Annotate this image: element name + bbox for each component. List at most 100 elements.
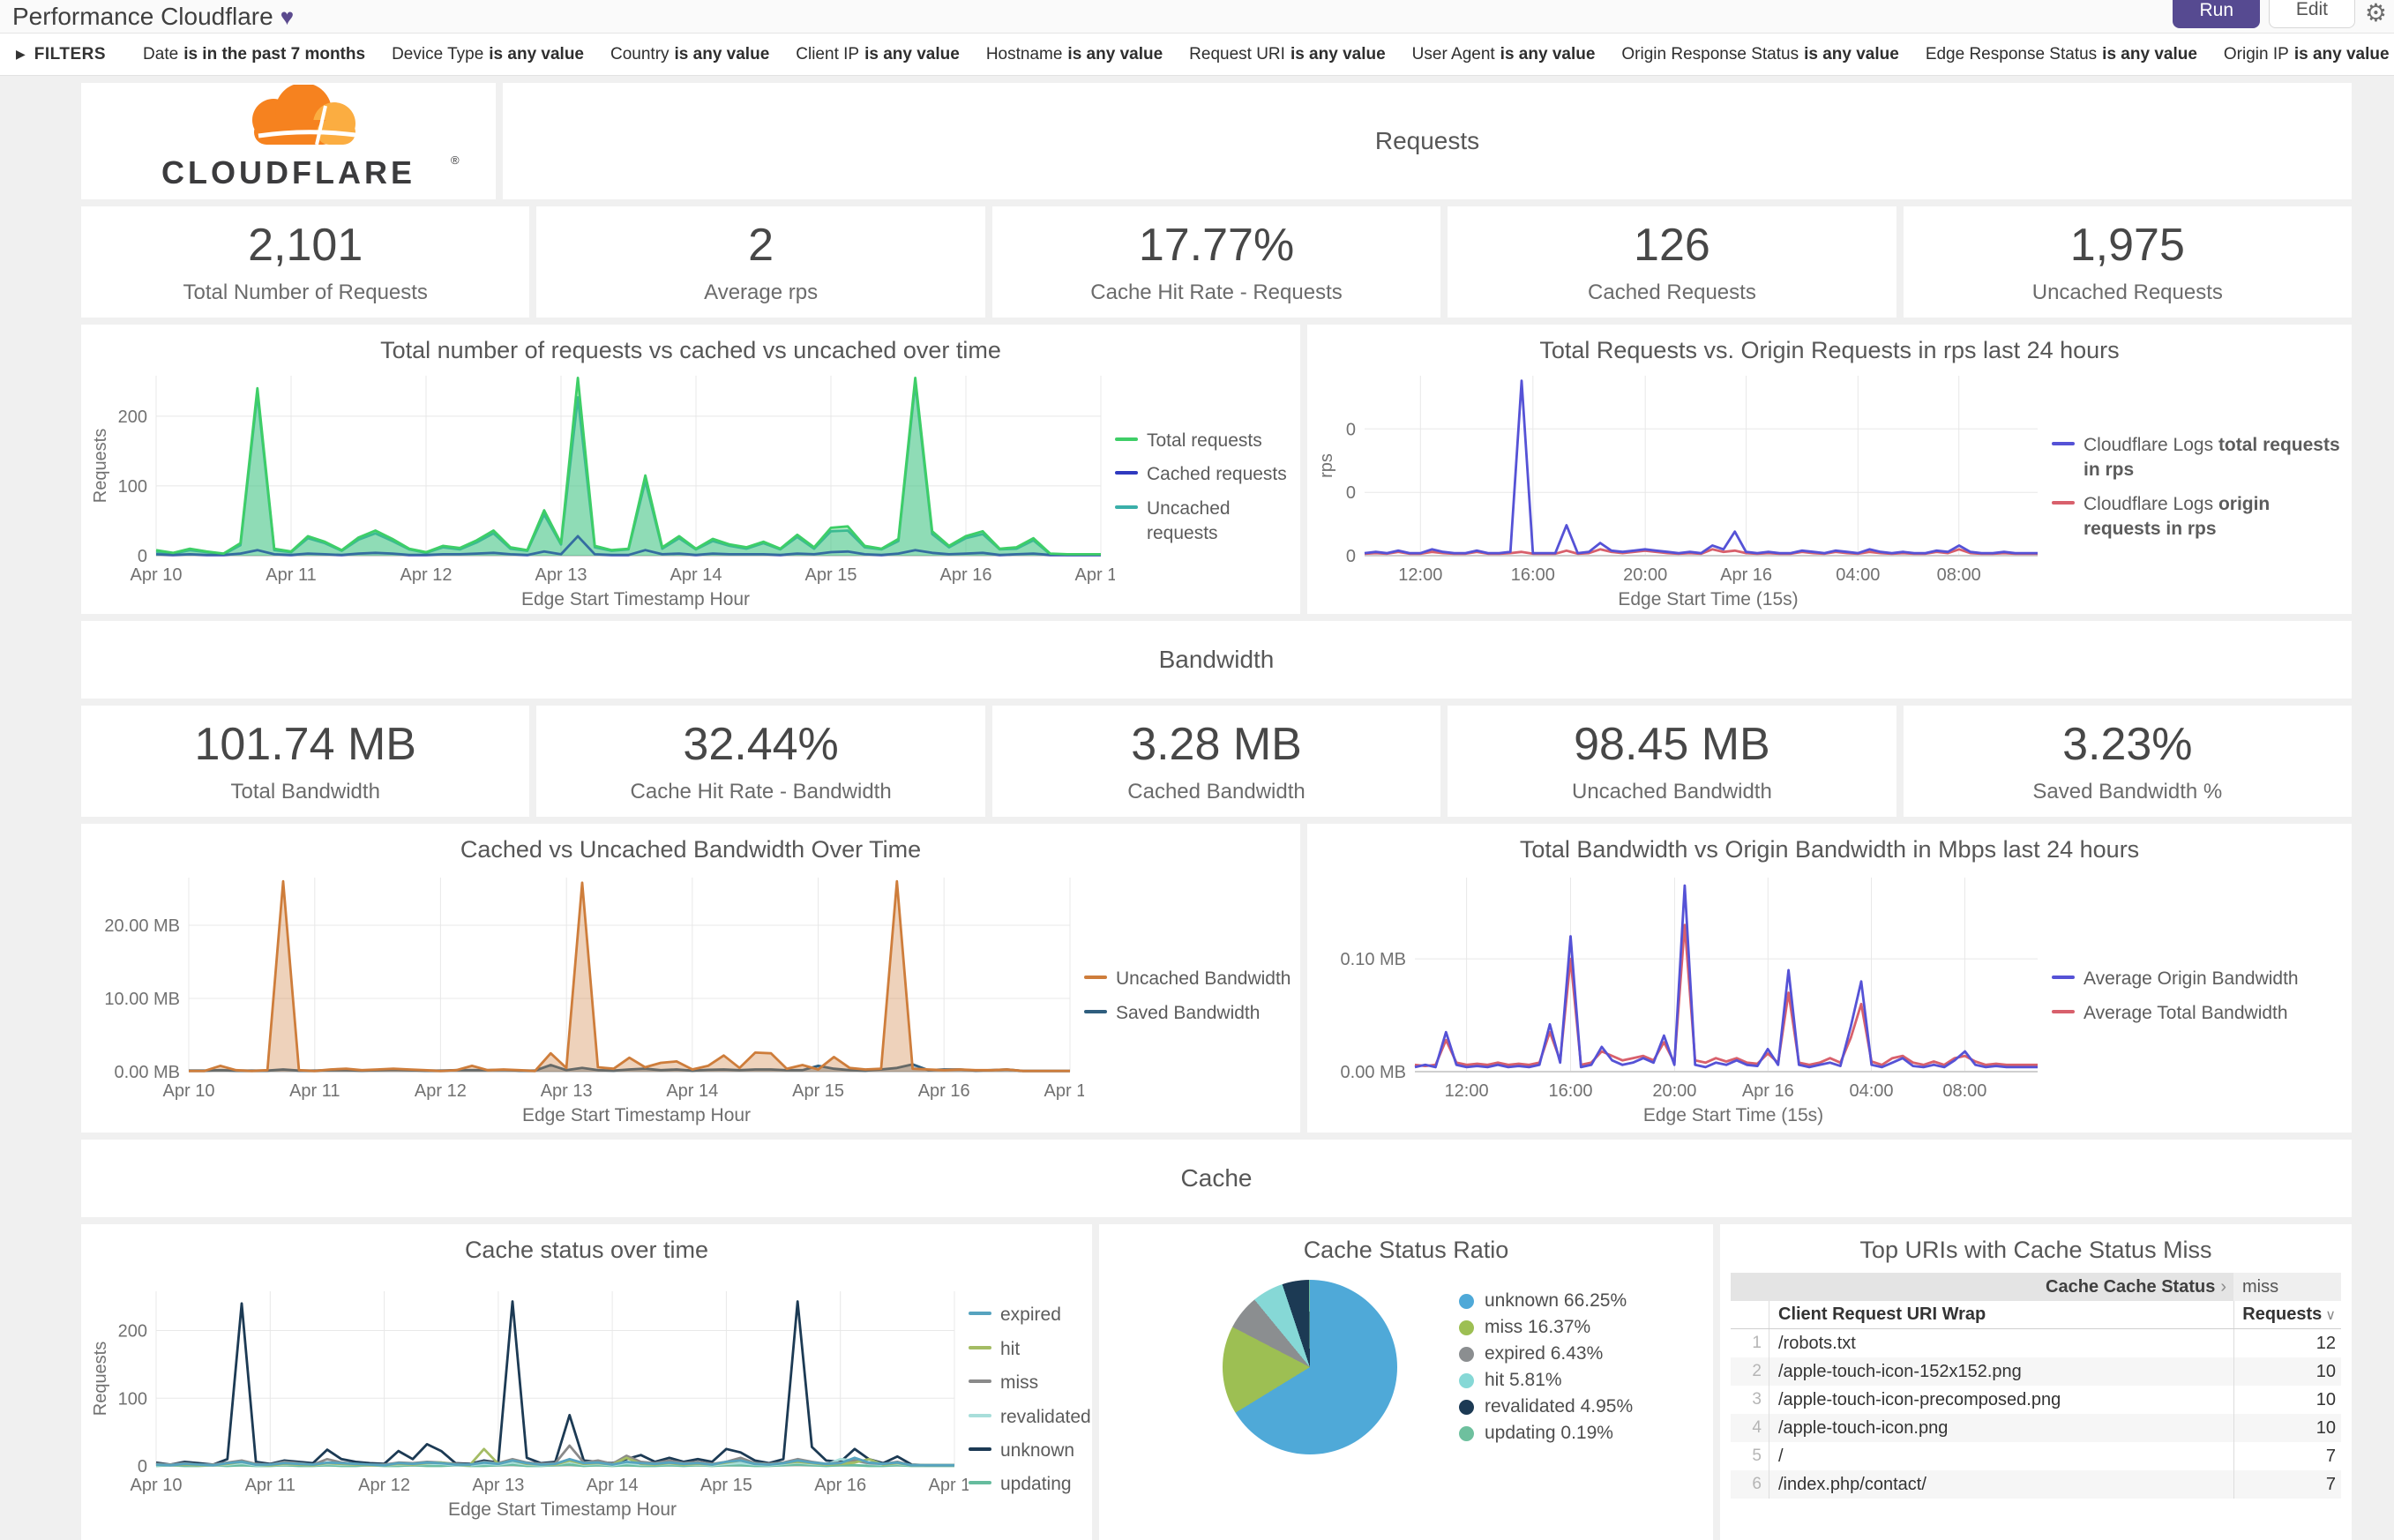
table-row[interactable]: 1/robots.txt 12 (1731, 1329, 2341, 1357)
filter-origin-response-status[interactable]: Origin Response Status is any value (1621, 44, 1899, 64)
cloudflare-cloud-icon (252, 85, 356, 146)
kpi-uncached-bandwidth: 98.45 MB Uncached Bandwidth (1448, 706, 1896, 817)
pie-legend-item-hit[interactable]: hit 5.81% (1459, 1370, 1633, 1391)
heart-icon: ♥ (280, 4, 295, 30)
legend-swatch (2052, 1009, 2075, 1013)
mbps-plot[interactable]: 0.00 MB 0.10 MB 12:00 16:00 20:00 Apr 16 04:00… (1316, 867, 2052, 1103)
bandwidth-over-time-plot[interactable]: 0.00 MB 10.00 MB 20.00 MB Apr 10 Apr 11 Apr 1… (90, 867, 1084, 1103)
table-row[interactable]: 6/index.php/contact/7 (1731, 1470, 2341, 1499)
table-row[interactable]: 2/apple-touch-icon-152x152.png 10 (1731, 1357, 2341, 1386)
legend-item-updating[interactable]: updating (969, 1472, 1083, 1497)
svg-text:Apr 14: Apr 14 (670, 565, 722, 585)
legend-item-miss[interactable]: miss (969, 1371, 1083, 1395)
edit-button[interactable]: Edit (2268, 0, 2355, 28)
gear-icon[interactable]: ⚙ (2364, 0, 2387, 26)
svg-text:08:00: 08:00 (1937, 565, 1981, 585)
legend-item-saved-bandwidth[interactable]: Saved Bandwidth (1084, 1001, 1291, 1026)
chart-title: Total number of requests vs cached vs un… (380, 337, 1001, 363)
legend-item-cached-requests[interactable]: Cached requests (1115, 462, 1291, 487)
legend-item-expired[interactable]: expired (969, 1303, 1083, 1327)
svg-text:100: 100 (118, 1389, 147, 1409)
svg-text:12:00: 12:00 (1445, 1081, 1489, 1101)
legend: Uncached Bandwidth Saved Bandwidth (1084, 962, 1291, 1030)
filter-device-type[interactable]: Device Type is any value (392, 44, 584, 64)
legend: Total requests Cached requests Uncached … (1115, 424, 1291, 550)
chart-cache-status-ratio: Cache Status Ratio unknown 66.25% miss 1… (1099, 1224, 1713, 1540)
pivot-header[interactable]: Cache Cache Status › (1731, 1273, 2233, 1301)
legend-swatch (1115, 437, 1138, 441)
x-axis-label: Edge Start Time (15s) (1618, 588, 1799, 609)
svg-text:04:00: 04:00 (1836, 565, 1880, 585)
legend-swatch (969, 1413, 991, 1417)
svg-text:Apr 15: Apr 15 (805, 565, 857, 585)
kpi-average-rps: 2 Average rps (536, 206, 985, 318)
legend-item-uncached-requests[interactable]: Uncached requests (1115, 497, 1291, 547)
svg-text:0.10 MB: 0.10 MB (1341, 950, 1406, 969)
table-top-uris-cache-miss: Top URIs with Cache Status Miss Cache Ca… (1720, 1224, 2352, 1540)
svg-text:Requests: Requests (91, 1341, 110, 1416)
requests-over-time-plot[interactable]: 0 100 200 Apr 10 Apr 11 Apr 12 Apr 13 Apr 14 Apr… (90, 365, 1115, 587)
legend-item-hit[interactable]: hit (969, 1337, 1083, 1362)
legend-dot (1459, 1399, 1474, 1415)
filter-client-ip[interactable]: Client IP is any value (796, 44, 960, 64)
filter-hostname[interactable]: Hostname is any value (985, 44, 1163, 64)
table-row[interactable]: 3/apple-touch-icon-precomposed.png 10 (1731, 1386, 2341, 1414)
svg-text:Apr 16: Apr 16 (1742, 1081, 1794, 1101)
chart-title: Total Requests vs. Origin Requests in rp… (1539, 337, 2120, 363)
legend-item-average-origin-bandwidth[interactable]: Average Origin Bandwidth (2052, 967, 2343, 991)
table-row[interactable]: 4/apple-touch-icon.png 10 (1731, 1414, 2341, 1442)
svg-text:16:00: 16:00 (1511, 565, 1555, 585)
svg-text:0: 0 (1346, 547, 1356, 566)
svg-text:Apr 11: Apr 11 (266, 565, 316, 585)
filter-user-agent[interactable]: User Agent is any value (1411, 44, 1596, 64)
pie-legend-item-updating[interactable]: updating 0.19% (1459, 1423, 1633, 1444)
cloudflare-logo-tile: CLOUDFLARE ® (81, 83, 496, 199)
chart-cached-vs-uncached-bandwidth: Cached vs Uncached Bandwidth Over Time 0… (81, 824, 1300, 1133)
svg-text:Apr 13: Apr 13 (472, 1476, 524, 1495)
legend-item-uncached-bandwidth[interactable]: Uncached Bandwidth (1084, 967, 1291, 991)
cache-status-plot[interactable]: 0 100 200 Apr 10 Apr 11 Apr 12 Apr 13 Apr 14 Apr… (90, 1281, 969, 1498)
bandwidth-kpi-row: 101.74 MB Total Bandwidth 32.44% Cache Hit… (81, 706, 2353, 817)
kpi-cached-requests: 126 Cached Requests (1448, 206, 1896, 318)
legend-item-revalidated[interactable]: revalidated (969, 1405, 1091, 1430)
svg-text:0.00 MB: 0.00 MB (115, 1063, 180, 1082)
pie-legend-item-miss[interactable]: miss 16.37% (1459, 1317, 1633, 1338)
kpi-saved-bandwidth-pct: 3.23% Saved Bandwidth % (1903, 706, 2353, 817)
svg-text:Apr 13: Apr 13 (535, 565, 587, 585)
rps-plot[interactable]: 0 0 0 12:00 16:00 20:00 Apr 16 04:00 08:00 rps (1316, 365, 2052, 587)
chart-title: Cache Status Ratio (1303, 1237, 1509, 1263)
svg-text:Apr 13: Apr 13 (541, 1081, 593, 1101)
column-header-uri[interactable]: Client Request URI Wrap (1778, 1305, 1986, 1324)
filter-country[interactable]: Country is any value (610, 44, 770, 64)
column-header-requests[interactable]: Requests ∨ (2233, 1301, 2341, 1328)
svg-text:Apr 10: Apr 10 (163, 1081, 215, 1101)
svg-text:0: 0 (1346, 420, 1356, 439)
x-axis-label: Edge Start Timestamp Hour (447, 1499, 677, 1520)
filter-date[interactable]: Date is in the past 7 months (143, 44, 366, 64)
legend-item-origin-rps[interactable]: Cloudflare Logs origin requests in rps (2052, 492, 2343, 542)
filters-expander-icon[interactable]: ▶ (16, 47, 26, 61)
legend-item-total-requests[interactable]: Total requests (1115, 429, 1291, 453)
svg-text:0: 0 (138, 1457, 147, 1476)
legend-item-average-total-bandwidth[interactable]: Average Total Bandwidth (2052, 1001, 2343, 1026)
filters-label[interactable]: FILTERS (34, 44, 107, 64)
legend-swatch (969, 1447, 991, 1451)
svg-text:20:00: 20:00 (1623, 565, 1667, 585)
filter-edge-response-status[interactable]: Edge Response Status is any value (1925, 44, 2197, 64)
legend-item-total-rps[interactable]: Cloudflare Logs total requests in rps (2052, 433, 2343, 483)
pie-legend-item-revalidated[interactable]: revalidated 4.95% (1459, 1396, 1633, 1417)
svg-text:Apr 10: Apr 10 (131, 1476, 183, 1495)
svg-text:Apr 10: Apr 10 (131, 565, 183, 585)
table-row[interactable]: 5/7 (1731, 1442, 2341, 1470)
svg-text:Apr 15: Apr 15 (700, 1476, 752, 1495)
pie-legend-item-expired[interactable]: expired 6.43% (1459, 1343, 1633, 1364)
cache-status-pie[interactable] (1223, 1280, 1397, 1454)
kpi-uncached-requests: 1,975 Uncached Requests (1903, 206, 2353, 318)
run-button[interactable]: Run (2173, 0, 2260, 28)
pie-legend-item-unknown[interactable]: unknown 66.25% (1459, 1290, 1633, 1312)
filter-request-uri[interactable]: Request URI is any value (1189, 44, 1386, 64)
legend-item-unknown[interactable]: unknown (969, 1439, 1083, 1463)
x-axis-label: Edge Start Timestamp Hour (521, 1104, 752, 1125)
chart-title: Total Bandwidth vs Origin Bandwidth in M… (1519, 836, 2140, 863)
filter-origin-ip[interactable]: Origin IP is any value (2223, 44, 2390, 64)
